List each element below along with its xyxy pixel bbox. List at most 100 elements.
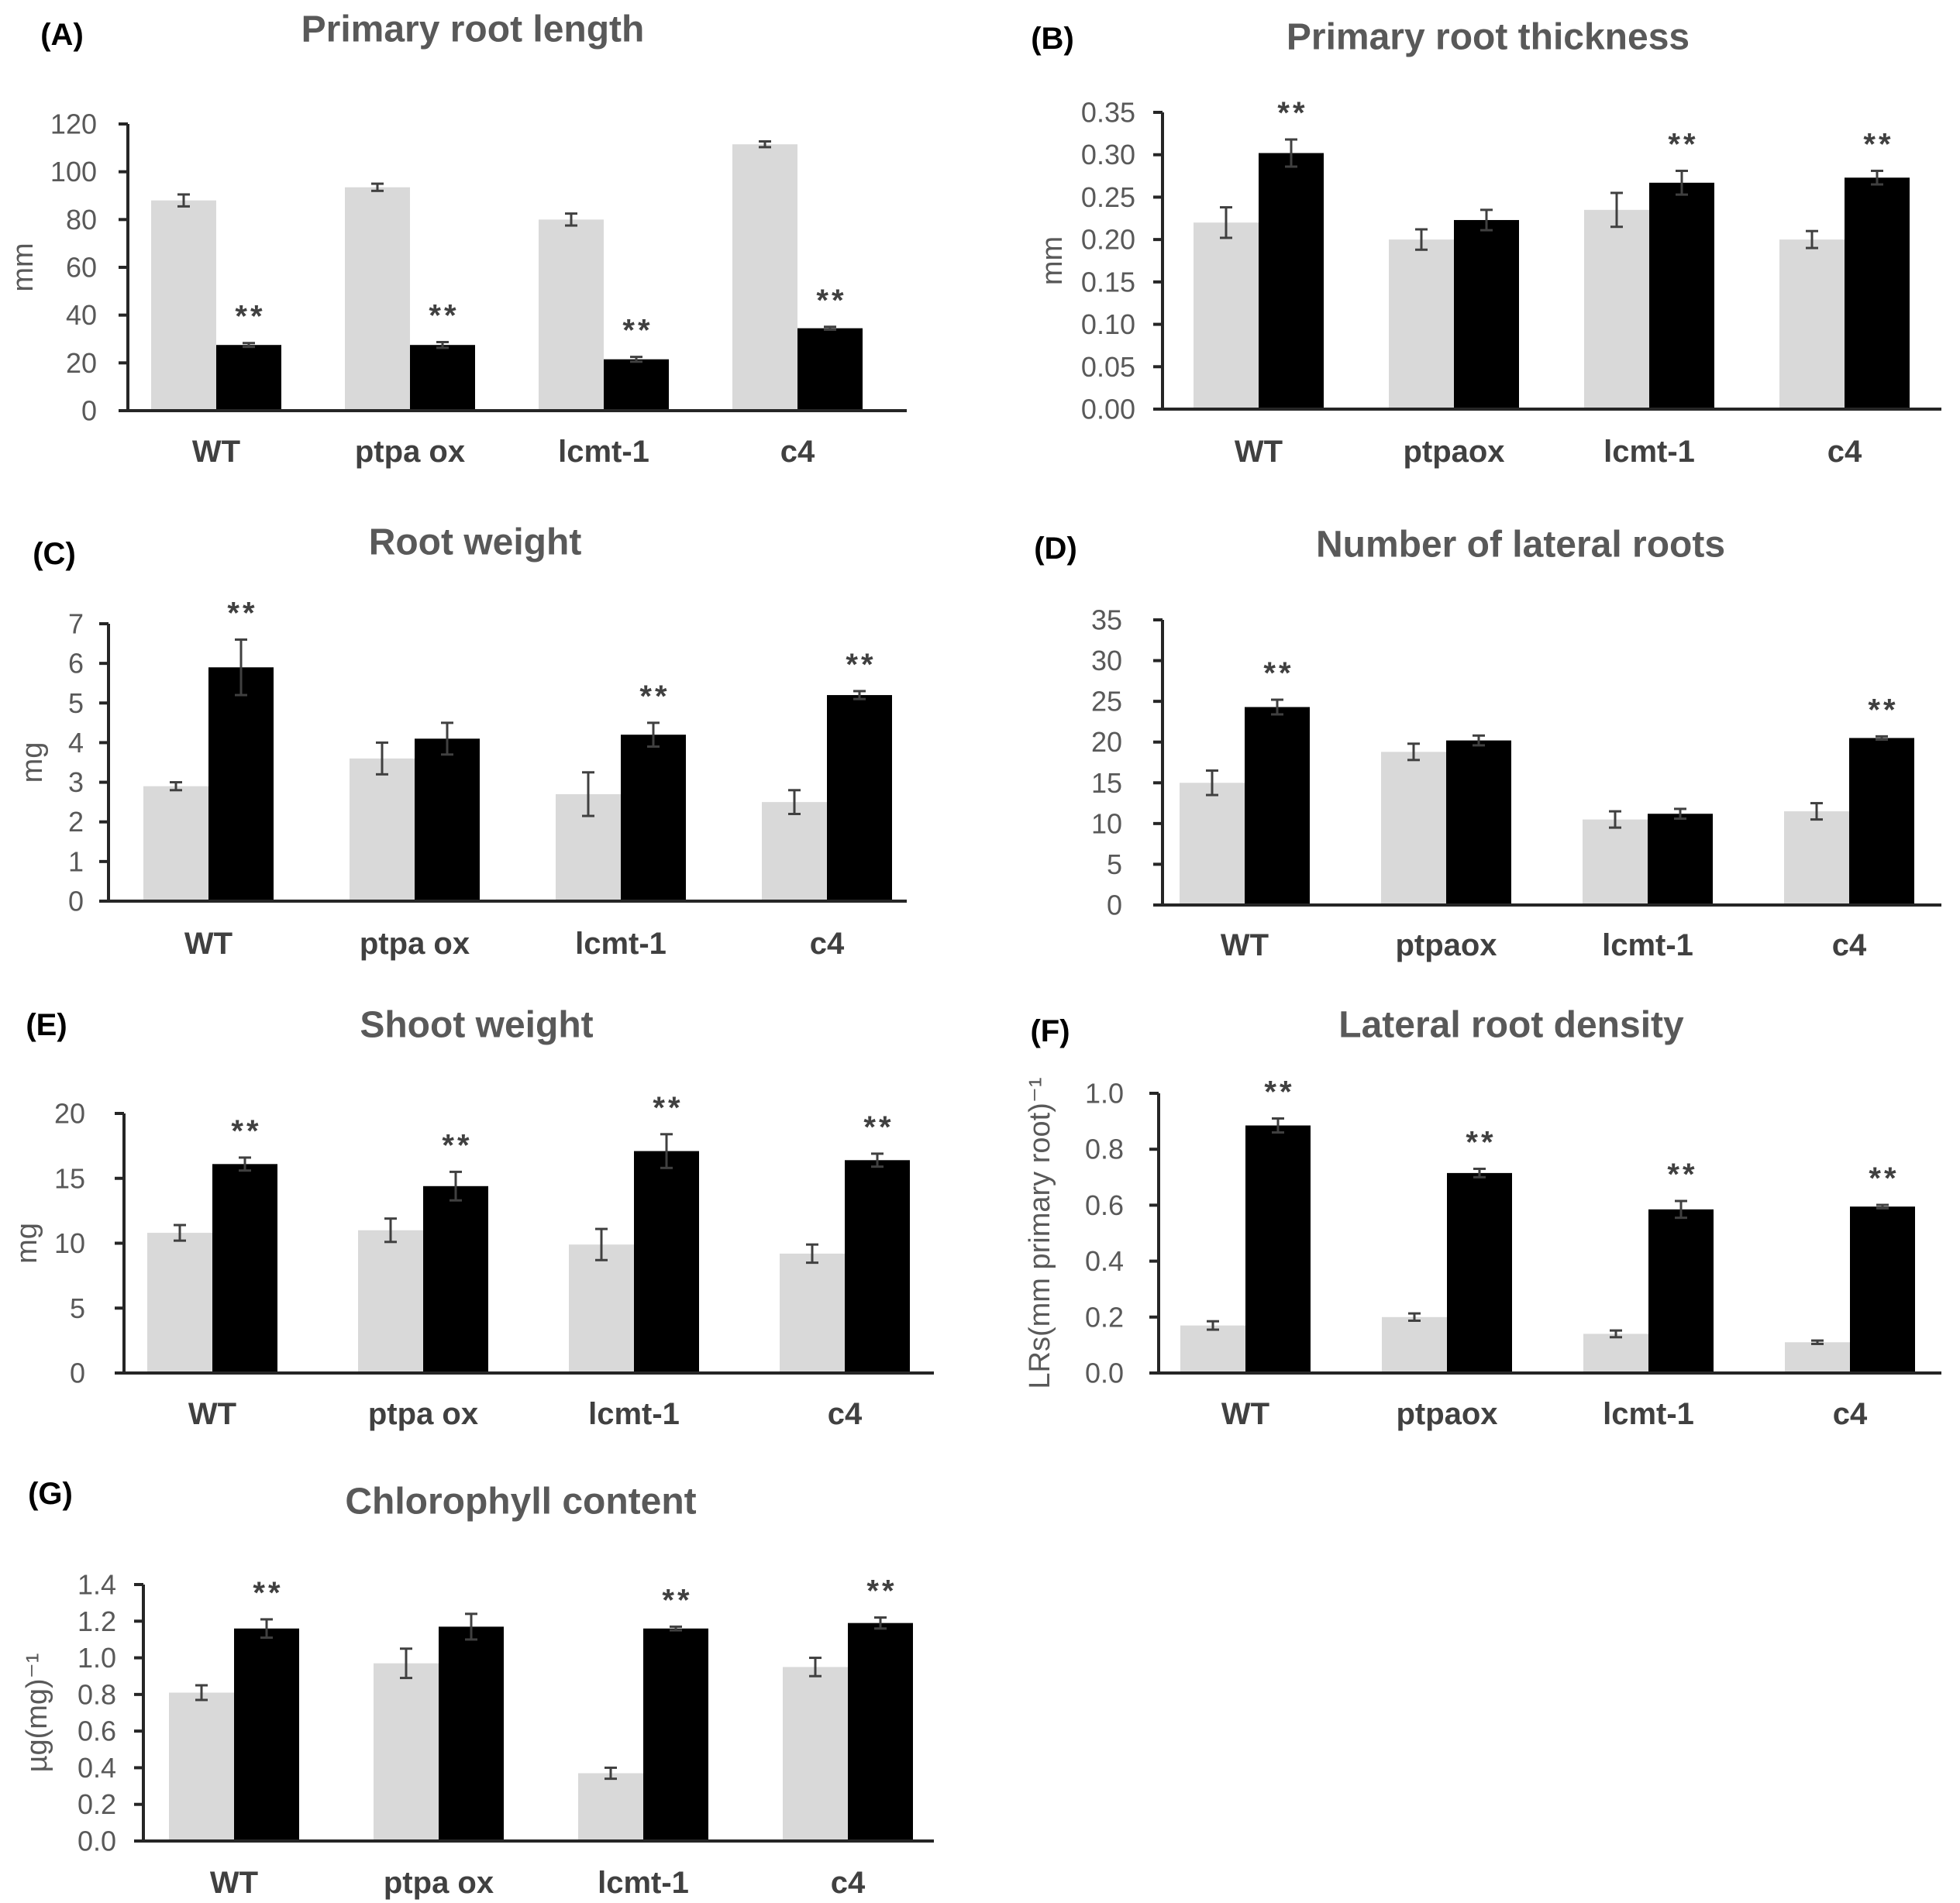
bar-treatment xyxy=(1245,707,1310,905)
significance-marker: ** xyxy=(1277,96,1307,130)
y-tick-label: 0.0 xyxy=(78,1826,116,1857)
significance-marker: ** xyxy=(231,1114,261,1148)
significance-marker: ** xyxy=(1868,693,1898,727)
chart-title: Lateral root density xyxy=(1338,1005,1684,1046)
bar-treatment xyxy=(1454,219,1519,409)
significance-marker: ** xyxy=(639,680,670,714)
bar-treatment xyxy=(604,359,669,411)
y-tick-label: 20 xyxy=(66,347,97,379)
bar-control xyxy=(169,1692,234,1841)
y-tick-label: 0.00 xyxy=(1081,394,1135,425)
significance-marker: ** xyxy=(816,284,846,318)
y-tick-label: 0.25 xyxy=(1081,181,1135,213)
panel-label: (D) xyxy=(1034,532,1077,566)
bar-control xyxy=(783,1667,848,1841)
y-tick-label: 0.2 xyxy=(78,1788,116,1820)
x-category-label: c4 xyxy=(831,1866,866,1900)
x-category-label: lcmt-1 xyxy=(558,435,649,469)
y-tick-label: 35 xyxy=(1091,604,1122,636)
bar-treatment xyxy=(410,345,475,411)
significance-marker: ** xyxy=(1667,1158,1697,1192)
x-category-label: WT xyxy=(1221,1397,1269,1431)
panel-label: (B) xyxy=(1031,22,1074,56)
y-tick-label: 0.10 xyxy=(1081,308,1135,340)
y-axis-title: mm xyxy=(1036,236,1069,285)
x-category-label: lcmt-1 xyxy=(575,927,667,961)
y-tick-label: 100 xyxy=(50,156,97,188)
significance-marker: ** xyxy=(442,1128,472,1162)
bar-control xyxy=(345,187,410,411)
panel-label: (A) xyxy=(40,18,84,52)
chart-title: Shoot weight xyxy=(360,1005,593,1046)
y-tick-label: 0.8 xyxy=(78,1678,116,1710)
y-tick-label: 15 xyxy=(54,1162,85,1194)
panel-label: (G) xyxy=(28,1477,73,1511)
y-tick-label: 0.20 xyxy=(1081,224,1135,256)
y-tick-label: 0.30 xyxy=(1081,139,1135,170)
y-tick-label: 1.2 xyxy=(78,1605,116,1637)
bar-treatment xyxy=(439,1626,504,1841)
chart-title: Number of lateral roots xyxy=(1316,525,1725,566)
bar-treatment xyxy=(845,1160,910,1373)
bar-treatment xyxy=(634,1151,699,1373)
bar-control xyxy=(1180,1325,1245,1373)
chart-title: Root weight xyxy=(369,522,582,563)
y-tick-label: 1.4 xyxy=(78,1569,116,1601)
y-tick-label: 4 xyxy=(68,727,84,759)
bar-control xyxy=(1779,239,1845,409)
bar-control xyxy=(762,802,827,901)
y-tick-label: 0.15 xyxy=(1081,266,1135,298)
bar-treatment xyxy=(1649,182,1714,409)
panel-label: (F) xyxy=(1030,1014,1070,1048)
bar-control xyxy=(1180,783,1245,905)
significance-marker: ** xyxy=(662,1583,692,1617)
bar-treatment xyxy=(621,735,686,901)
chart-panel-a: (A) Primary root length 0 20 40 60 80 100 120 mm *… xyxy=(7,9,907,469)
bar-control xyxy=(1382,1316,1447,1373)
x-category-label: WT xyxy=(188,1397,236,1431)
chart-panel-f: (F) Lateral root density 0.0 0.2 0.4 0.6 0.8 1.… xyxy=(1024,1005,1941,1431)
chart-panel-b: (B) Primary root thickness 0.00 0.05 0.10 0.1… xyxy=(1031,17,1941,469)
chart-title: Chlorophyll content xyxy=(345,1481,696,1523)
y-tick-label: 5 xyxy=(70,1292,85,1324)
x-category-label: c4 xyxy=(828,1397,863,1431)
y-axis-title: µg(mg)⁻¹ xyxy=(21,1654,53,1773)
significance-marker: ** xyxy=(1869,1161,1899,1196)
panel-label: (E) xyxy=(26,1008,67,1042)
bar-treatment xyxy=(797,328,863,411)
chart-panel-g: (G) Chlorophyll content 0.0 0.2 0.4 0.6 0.8 1.0… xyxy=(21,1477,934,1900)
significance-marker: ** xyxy=(1668,128,1698,162)
bar-control xyxy=(1381,752,1446,905)
bar-treatment xyxy=(1245,1125,1311,1373)
chart-title: Primary root thickness xyxy=(1287,17,1690,58)
significance-marker: ** xyxy=(253,1576,283,1610)
bar-treatment xyxy=(1648,814,1713,905)
bar-control xyxy=(569,1244,634,1373)
y-tick-label: 15 xyxy=(1091,767,1122,799)
bar-treatment xyxy=(234,1628,299,1841)
x-category-label: ptpaox xyxy=(1396,1397,1497,1431)
bar-treatment xyxy=(1259,153,1324,410)
x-category-label: ptpa ox xyxy=(384,1866,494,1900)
significance-marker: ** xyxy=(429,299,459,333)
x-category-label: lcmt-1 xyxy=(598,1866,689,1900)
y-tick-label: 30 xyxy=(1091,645,1122,676)
bar-control xyxy=(539,219,604,411)
significance-marker: ** xyxy=(863,1110,894,1144)
significance-marker: ** xyxy=(235,300,265,334)
bar-treatment xyxy=(212,1164,277,1373)
bar-treatment xyxy=(1845,177,1910,409)
bar-treatment xyxy=(1648,1209,1714,1373)
bar-control xyxy=(780,1253,845,1373)
y-tick-label: 25 xyxy=(1091,686,1122,717)
x-category-label: c4 xyxy=(780,435,815,469)
significance-marker: ** xyxy=(1466,1125,1496,1159)
y-tick-label: 20 xyxy=(54,1098,85,1130)
bar-treatment xyxy=(1446,740,1511,905)
y-tick-label: 1.0 xyxy=(78,1642,116,1674)
bar-control xyxy=(1784,811,1849,905)
bar-treatment xyxy=(827,695,892,901)
y-tick-label: 1.0 xyxy=(1085,1078,1124,1110)
y-tick-label: 10 xyxy=(54,1227,85,1259)
